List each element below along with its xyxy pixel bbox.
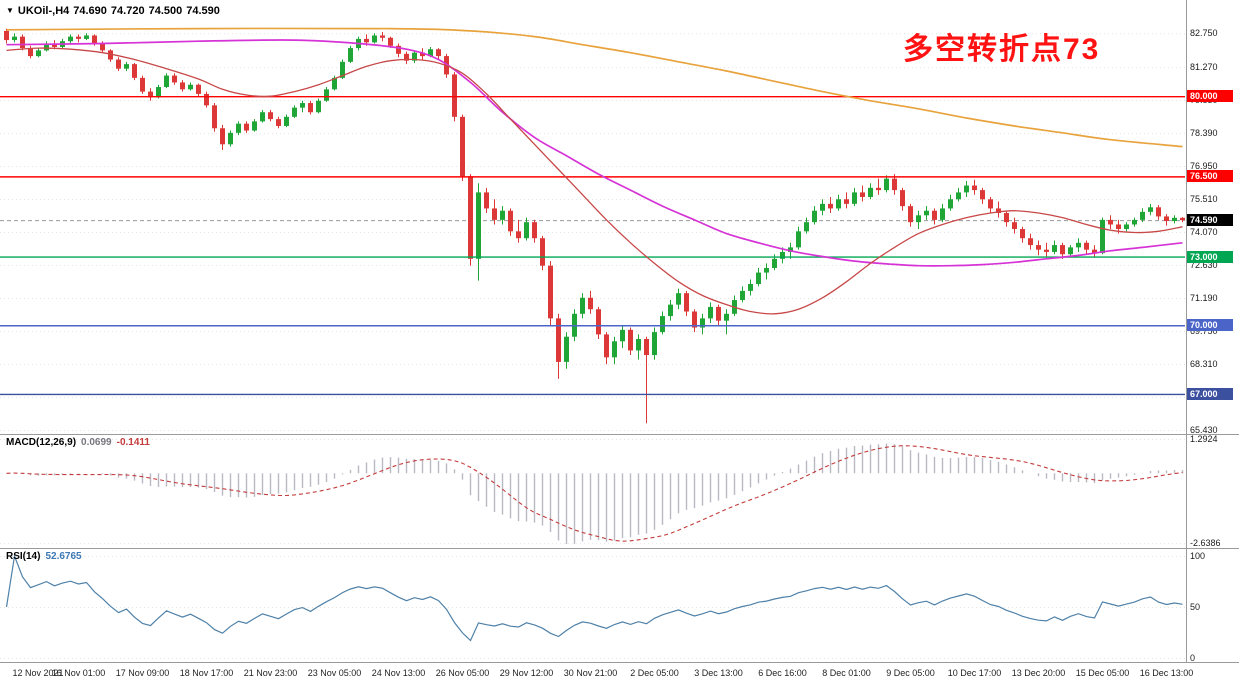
macd-signal-line (6, 445, 1183, 542)
fast-ma-line (6, 47, 1183, 315)
open-value: 74.690 (73, 5, 107, 17)
macd-indicator-title: MACD(12,26,9) 0.0699 -0.1411 (6, 437, 155, 448)
close-value: 74.590 (186, 5, 220, 17)
high-value: 74.720 (110, 5, 145, 17)
time-axis[interactable] (0, 663, 1239, 691)
symbol-timeframe: UKOil-,H4 (17, 5, 70, 17)
rsi-value: 52.6765 (45, 551, 82, 562)
macd-name: MACD(12,26,9) (6, 437, 77, 448)
macd-signal-value: -0.1411 (116, 437, 150, 448)
chart-ohlc-header: ▼ UKOil-,H4 74.690 74.720 74.500 74.590 (6, 5, 224, 17)
rsi-indicator-title: RSI(14) 52.6765 (6, 551, 87, 562)
annotation-text[interactable]: 多空转折点73 (903, 33, 1101, 66)
low-value: 74.500 (148, 5, 183, 17)
macd-main-value: 0.0699 (81, 437, 112, 448)
rsi-line (5, 553, 1183, 642)
collapse-indicator-icon[interactable]: ▼ (6, 6, 14, 15)
rsi-name: RSI(14) (6, 551, 41, 562)
price-axis[interactable] (1187, 0, 1239, 662)
mid-ma-line (6, 39, 1183, 267)
slow-ma-line (6, 27, 1183, 148)
